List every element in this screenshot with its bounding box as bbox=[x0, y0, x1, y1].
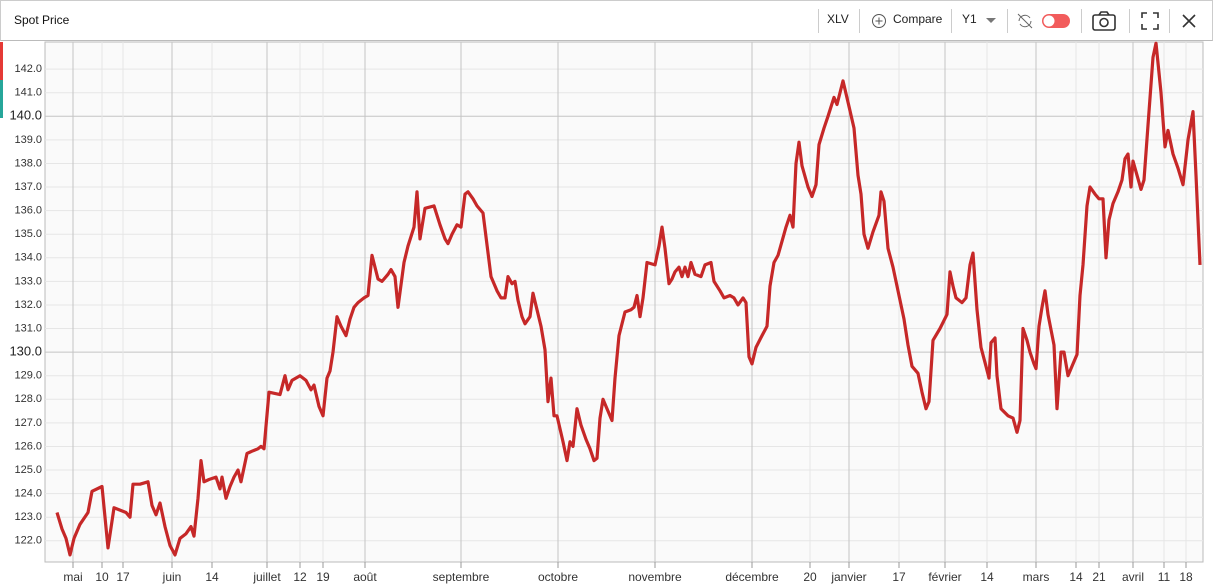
separator bbox=[818, 9, 819, 33]
y-tick-label: 124.0 bbox=[14, 488, 42, 500]
x-tick-label: 17 bbox=[116, 570, 130, 584]
x-tick-label: novembre bbox=[628, 570, 682, 584]
chart-title: Spot Price bbox=[14, 13, 70, 27]
x-tick-label: juin bbox=[162, 570, 182, 584]
fullscreen-icon[interactable] bbox=[1141, 12, 1159, 30]
x-tick-label: 14 bbox=[1069, 570, 1083, 584]
x-tick-label: 20 bbox=[803, 570, 817, 584]
price-line bbox=[55, 41, 1202, 557]
separator bbox=[951, 9, 952, 33]
separator bbox=[1129, 9, 1130, 33]
header: Spot Price XLV Compare Y1 bbox=[0, 0, 1213, 41]
separator bbox=[1007, 9, 1008, 33]
y-tick-label: 125.0 bbox=[14, 464, 42, 476]
x-tick-label: 17 bbox=[892, 570, 906, 584]
y-tick-label: 136.0 bbox=[14, 205, 42, 217]
x-tick-label: 21 bbox=[1092, 570, 1106, 584]
separator bbox=[1169, 9, 1170, 33]
y-tick-label: 126.0 bbox=[14, 440, 42, 452]
x-tick-label: mai bbox=[63, 570, 82, 584]
x-tick-label: 12 bbox=[293, 570, 307, 584]
y-tick-label: 139.0 bbox=[14, 134, 42, 146]
sync-icon[interactable] bbox=[1016, 12, 1034, 30]
x-tick-label: avril bbox=[1122, 570, 1144, 584]
camera-icon[interactable] bbox=[1091, 10, 1117, 32]
x-tick-label: décembre bbox=[725, 570, 779, 584]
x-tick-label: 14 bbox=[205, 570, 219, 584]
dropdown-arrow[interactable] bbox=[985, 17, 997, 25]
y-tick-label: 140.0 bbox=[9, 108, 42, 123]
separator bbox=[859, 9, 860, 33]
y-tick-label: 129.0 bbox=[14, 370, 42, 382]
x-tick-label: 14 bbox=[980, 570, 994, 584]
y-tick-label: 138.0 bbox=[14, 157, 42, 169]
x-tick-label: septembre bbox=[433, 570, 490, 584]
indicator-green bbox=[0, 80, 3, 118]
y-tick-label: 123.0 bbox=[14, 511, 42, 523]
x-tick-label: octobre bbox=[538, 570, 578, 584]
x-tick-label: août bbox=[353, 570, 377, 584]
y-tick-label: 132.0 bbox=[14, 299, 42, 311]
x-tick-label: février bbox=[928, 570, 961, 584]
y-tick-label: 133.0 bbox=[14, 275, 42, 287]
period-select[interactable]: Y1 bbox=[962, 12, 977, 26]
y-tick-label: 127.0 bbox=[14, 417, 42, 429]
compare-button[interactable]: Compare bbox=[893, 12, 943, 26]
y-tick-label: 135.0 bbox=[14, 228, 42, 240]
x-tick-label: mars bbox=[1023, 570, 1050, 584]
x-tick-label: janvier bbox=[830, 570, 866, 584]
y-tick-label: 141.0 bbox=[14, 87, 42, 99]
y-tick-label: 142.0 bbox=[14, 63, 42, 75]
y-tick-label: 122.0 bbox=[14, 535, 42, 547]
close-icon[interactable] bbox=[1181, 13, 1197, 29]
y-tick-label: 131.0 bbox=[14, 322, 42, 334]
y-tick-label: 137.0 bbox=[14, 181, 42, 193]
separator bbox=[1081, 9, 1082, 33]
x-tick-label: juillet bbox=[252, 570, 281, 584]
y-tick-label: 134.0 bbox=[14, 252, 42, 264]
y-tick-label: 128.0 bbox=[14, 393, 42, 405]
y-tick-label: 130.0 bbox=[9, 344, 42, 359]
x-tick-label: 19 bbox=[316, 570, 330, 584]
x-tick-label: 10 bbox=[95, 570, 109, 584]
x-tick-label: 18 bbox=[1179, 570, 1193, 584]
indicator-red bbox=[0, 42, 3, 80]
symbol-button[interactable]: XLV bbox=[827, 12, 849, 26]
compare-icon[interactable] bbox=[871, 13, 887, 29]
x-tick-label: 11 bbox=[1158, 570, 1171, 584]
toggle[interactable] bbox=[1041, 13, 1071, 29]
